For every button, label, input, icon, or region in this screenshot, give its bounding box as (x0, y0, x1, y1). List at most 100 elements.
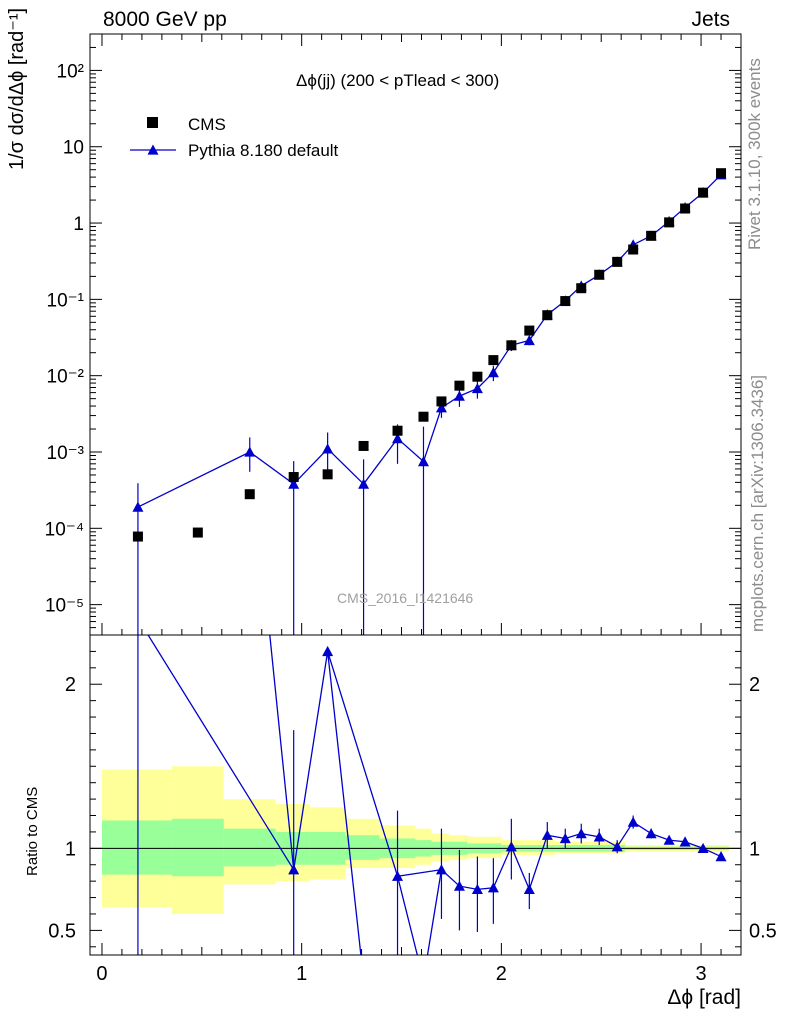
data-point (576, 283, 587, 294)
ratio-point (435, 864, 447, 875)
x-tick-label: 2 (496, 963, 507, 985)
band-inner (223, 828, 276, 867)
band-inner (101, 820, 172, 875)
x-tick-label: 3 (695, 963, 706, 985)
x-tick-label: 0 (96, 963, 107, 985)
mc-point (471, 382, 483, 394)
ratio-offscale-segment (396, 876, 418, 955)
mc-point (417, 456, 429, 467)
ratio-panel-frame (89, 634, 742, 956)
data-point (454, 380, 465, 391)
mc-point (523, 334, 535, 346)
data-point (488, 355, 499, 366)
watermark: CMS_2016_I1421646 (337, 590, 474, 606)
data-point (664, 217, 675, 228)
ratio-y-tick-label-right: 2 (749, 674, 760, 696)
ratio-panel (90, 635, 741, 955)
mc-point (244, 446, 256, 457)
main-panel (132, 168, 727, 635)
data-point (628, 244, 639, 255)
data-point (542, 310, 553, 321)
y-tick-label: 10⁻⁵ (45, 596, 84, 617)
ratio-point (593, 831, 605, 842)
mc-point (392, 433, 404, 444)
data-point (358, 440, 369, 451)
data-point (192, 527, 203, 538)
mc-point (435, 402, 447, 413)
chart-title: Δϕ(jj) (200 < pTlead < 300) (296, 71, 500, 90)
legend-marker-cms (147, 117, 158, 128)
ratio-point (541, 829, 553, 840)
x-tick-label: 1 (296, 963, 307, 985)
ratio-axis-label: Ratio to CMS (24, 786, 41, 876)
band-inner (345, 835, 380, 860)
legend-label-cms: CMS (188, 115, 226, 134)
ratio-point (288, 864, 300, 875)
data-point (392, 425, 403, 436)
band-inner (171, 818, 224, 877)
data-point (646, 230, 657, 241)
data-point (506, 340, 517, 351)
data-point (132, 531, 143, 542)
data-point (680, 203, 691, 214)
ratio-point (663, 834, 675, 845)
ratio-point (715, 851, 727, 862)
y-tick-label: 10⁻⁴ (45, 519, 84, 540)
side-label-bottom: mcplots.cern.ch [arXiv:1306.3436] (748, 374, 767, 632)
ratio-y-tick-label-right: 0.5 (749, 920, 777, 942)
mc-line (137, 174, 722, 508)
side-label-top: Rivet 3.1.10, 300k events (745, 58, 764, 250)
uncertainty-bands (101, 766, 730, 914)
mc-point (453, 390, 465, 401)
ratio-point (611, 841, 623, 852)
ratio-point (559, 832, 571, 844)
data-point (288, 472, 299, 483)
ratio-point (322, 645, 334, 657)
ratio-offscale-segment (426, 869, 443, 955)
ratio-point (627, 816, 639, 827)
ratio-point (392, 870, 404, 881)
header-right: Jets (691, 8, 730, 31)
y-tick-label: 10⁻¹ (47, 290, 85, 311)
header-left: 8000 GeV pp (103, 8, 227, 31)
y-tick-label: 10 (63, 138, 84, 159)
mc-point (288, 478, 300, 489)
y-tick-label: 1 (73, 214, 84, 235)
ratio-point (575, 828, 587, 839)
legend-label-mc: Pythia 8.180 default (188, 141, 339, 160)
mc-point (322, 443, 334, 454)
data-point (244, 489, 255, 500)
ratio-y-tick-label: 2 (65, 674, 76, 696)
ratio-y-tick-label: 0.5 (48, 920, 76, 942)
mc-point (132, 501, 144, 512)
axis-ticks (90, 34, 741, 955)
data-point (524, 325, 535, 336)
data-point (472, 371, 483, 382)
axes-frame (89, 33, 742, 956)
y-tick-label: 10² (57, 61, 84, 82)
y-axis-label: 1/σ dσ/dΔϕ [rad⁻¹] (4, 8, 29, 170)
ratio-offscale-segment (326, 651, 362, 955)
data-point (612, 256, 623, 267)
data-point (560, 296, 571, 307)
ratio-point (487, 882, 499, 893)
ratio-point (645, 828, 657, 839)
ratio-point (697, 842, 709, 854)
ratio-y-tick-label: 1 (65, 838, 76, 860)
ratio-offscale-segment (269, 635, 295, 870)
ratio-point (523, 883, 535, 895)
ratio-y-tick-label-right: 1 (749, 838, 760, 860)
data-point (716, 168, 727, 179)
x-axis-label: Δϕ [rad] (667, 986, 741, 1009)
data-point (418, 411, 429, 422)
y-axis-label-text: 1/σ dσ/dΔϕ [rad⁻¹] (6, 7, 28, 170)
mc-point (487, 367, 499, 378)
y-tick-label: 10⁻² (47, 367, 85, 388)
ratio-point (471, 883, 483, 895)
tick-labels: 10⁻⁵ 10⁻⁴ 10⁻³ 10⁻² 10⁻¹ 1 10 10² 0 1 2 3 0.5 0.5 1 1 2 2 (45, 61, 777, 985)
legend: CMS Pythia 8.180 default (130, 115, 339, 160)
data-point (322, 469, 333, 480)
y-tick-label: 10⁻³ (47, 443, 85, 464)
ratio-point (505, 841, 517, 852)
